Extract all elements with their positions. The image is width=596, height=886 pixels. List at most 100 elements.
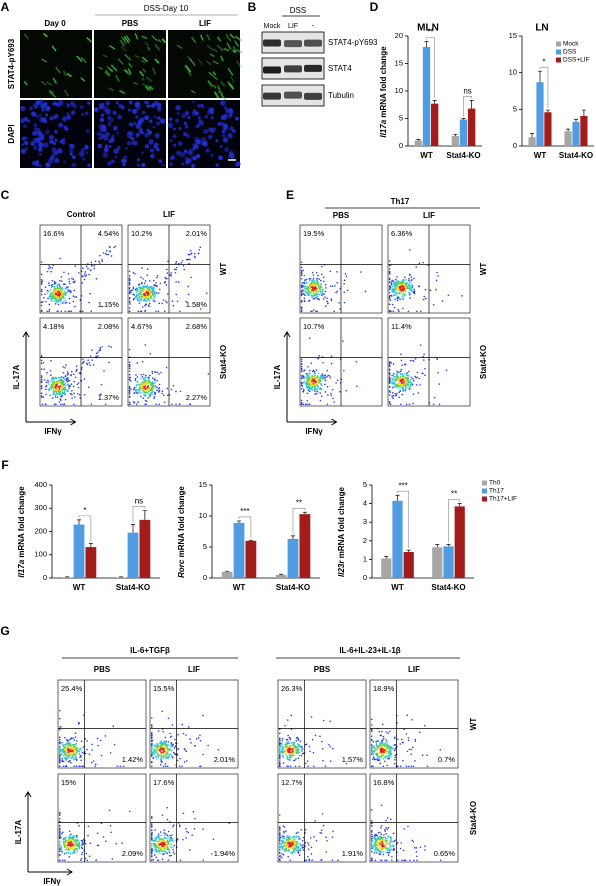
flow-dot [68,838,70,840]
group-header: IL-6+IL-23+IL-1β [339,646,400,655]
bracket [292,507,306,534]
flow-dot [135,289,137,292]
flow-dot [58,742,61,745]
flow-dot [146,284,149,287]
flow-dot [283,838,286,840]
flow-dot [395,278,397,281]
stain [134,54,140,59]
error-bar [225,570,230,572]
flow-dot [303,282,306,285]
flow-dot [304,743,307,746]
flow-dot [164,750,167,753]
flow-dot [143,390,145,392]
flow-dot [95,355,98,358]
flow-dot [40,375,43,377]
flow-dot [179,859,182,862]
flow-dot [165,268,168,271]
flow-dot [424,288,427,291]
flow-dot [91,743,93,746]
flow-dot [172,743,174,746]
flow-dot [65,286,68,288]
flow-dot [160,745,162,747]
flow-dot [396,378,398,381]
flow-dot [399,390,402,393]
lane-label: Mock [264,23,281,30]
nucleus [45,129,50,135]
flow-dot [310,362,313,365]
flow-dot [401,293,404,296]
flow-dot [314,297,317,299]
flow-dot [49,386,51,389]
flow-dot [74,844,77,847]
flow-dot [295,740,298,742]
flow-dot [175,268,177,271]
flow-dot [324,290,327,293]
stain [62,70,68,77]
stain [119,39,126,47]
flow-dot [318,376,320,379]
flow-dot [87,359,89,362]
y-axis-label: Il17a mRNA fold change [379,46,388,138]
flow-dot [44,379,46,381]
bar [85,547,97,578]
flow-dot [296,747,299,750]
flow-dot [61,388,64,391]
quadrant-label: 0.7% [438,755,455,764]
flow-dot [61,744,64,746]
flow-dot [300,375,303,377]
flow-dot [40,288,43,291]
flow-dot [278,764,281,766]
flow-dot [70,310,73,313]
flow-dot [192,810,195,813]
flow-dot [388,296,391,298]
flow-dot [64,743,67,746]
nucleus [153,142,159,148]
flow-dot [166,387,169,390]
flow-dot [56,291,59,293]
flow-dot [324,765,327,768]
flow-dot [101,305,103,308]
flow-dot [413,277,415,280]
flow-dot [130,388,132,390]
flow-dot [278,739,281,742]
flow-dot [324,296,326,298]
flow-dot [158,754,161,756]
flow-dot [144,344,147,346]
flow-dot [183,268,186,271]
flow-dot [286,755,289,758]
flow-dot [189,738,191,740]
flow-dot [295,751,298,753]
stain [40,80,47,86]
panel-label: F [1,458,8,472]
flow-dot [280,856,283,859]
nucleus [168,117,173,121]
flow-dot [356,385,358,387]
flow-dot [343,370,345,372]
stain [141,56,149,63]
flow-dot [303,288,306,290]
flow-dot [187,258,190,261]
flow-dot [152,294,154,297]
stain [147,46,151,51]
flow-dot [281,835,284,837]
flow-dot [64,398,67,401]
flow-dot [156,371,159,374]
flow-dot [181,765,183,768]
flow-dot [128,301,131,304]
flow-dot [171,839,173,842]
flow-dot [306,286,308,288]
flow-dot [140,377,142,380]
flow-dot [74,376,77,379]
flow-dot [300,306,303,308]
flow-dot [317,274,319,277]
flow-dot [389,753,391,756]
flow-dot [91,749,93,751]
flow-dot [278,839,281,842]
flow-dot [116,765,119,768]
bracket [448,499,461,543]
flow-dot [144,309,147,312]
flow-dot [322,292,324,294]
flow-dot [393,379,395,382]
flow-dot [40,378,43,381]
